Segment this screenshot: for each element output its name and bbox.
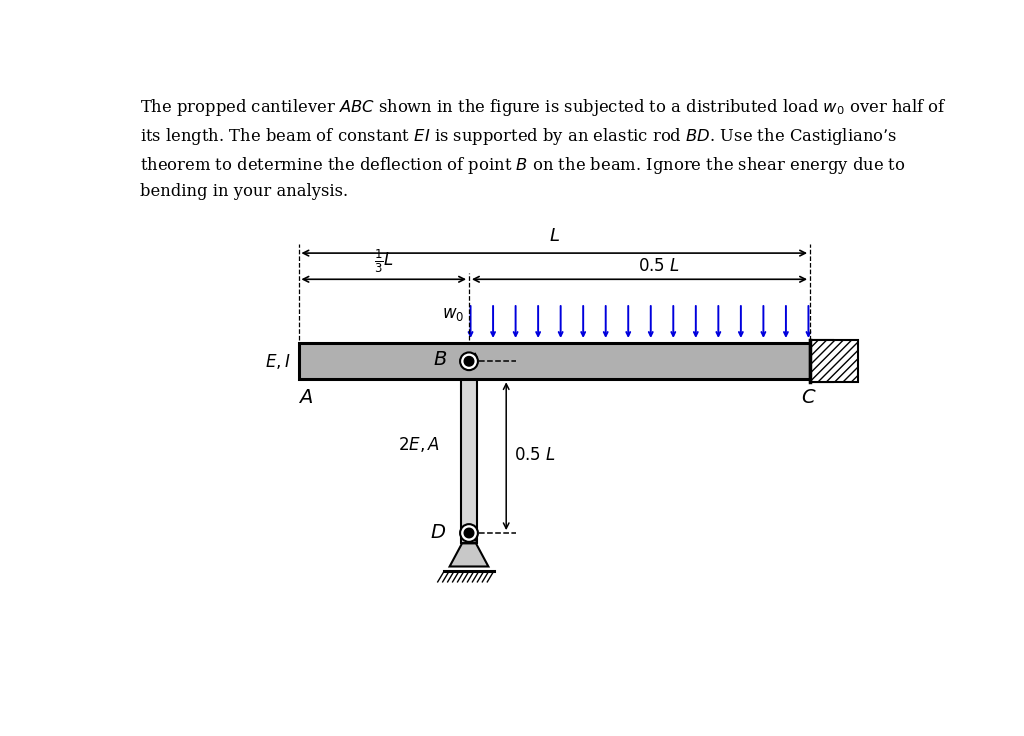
Text: $D$: $D$	[430, 524, 445, 542]
Bar	[461, 379, 477, 543]
Text: $0.5\ L$: $0.5\ L$	[638, 258, 680, 275]
Circle shape	[460, 353, 478, 370]
Text: $0.5\ L$: $0.5\ L$	[514, 447, 556, 464]
Bar	[299, 343, 810, 379]
Circle shape	[464, 528, 474, 538]
Text: $w_0$: $w_0$	[442, 306, 464, 323]
Text: $\mathbf{\mathit{B}}$: $\mathbf{\mathit{B}}$	[433, 351, 447, 369]
Text: $C$: $C$	[801, 389, 816, 406]
Text: $E,I$: $E,I$	[265, 352, 291, 371]
Circle shape	[464, 356, 474, 366]
Text: $L$: $L$	[549, 227, 560, 245]
Bar	[810, 340, 834, 383]
Text: The propped cantilever $ABC$ shown in the figure is subjected to a distributed l: The propped cantilever $ABC$ shown in th…	[139, 97, 946, 200]
Text: $A$: $A$	[299, 389, 313, 406]
Polygon shape	[450, 543, 488, 567]
Circle shape	[460, 524, 478, 542]
Text: $\frac{1}{3}L$: $\frac{1}{3}L$	[374, 248, 393, 275]
Bar	[810, 340, 858, 383]
Text: $2E, A$: $2E, A$	[397, 435, 439, 454]
